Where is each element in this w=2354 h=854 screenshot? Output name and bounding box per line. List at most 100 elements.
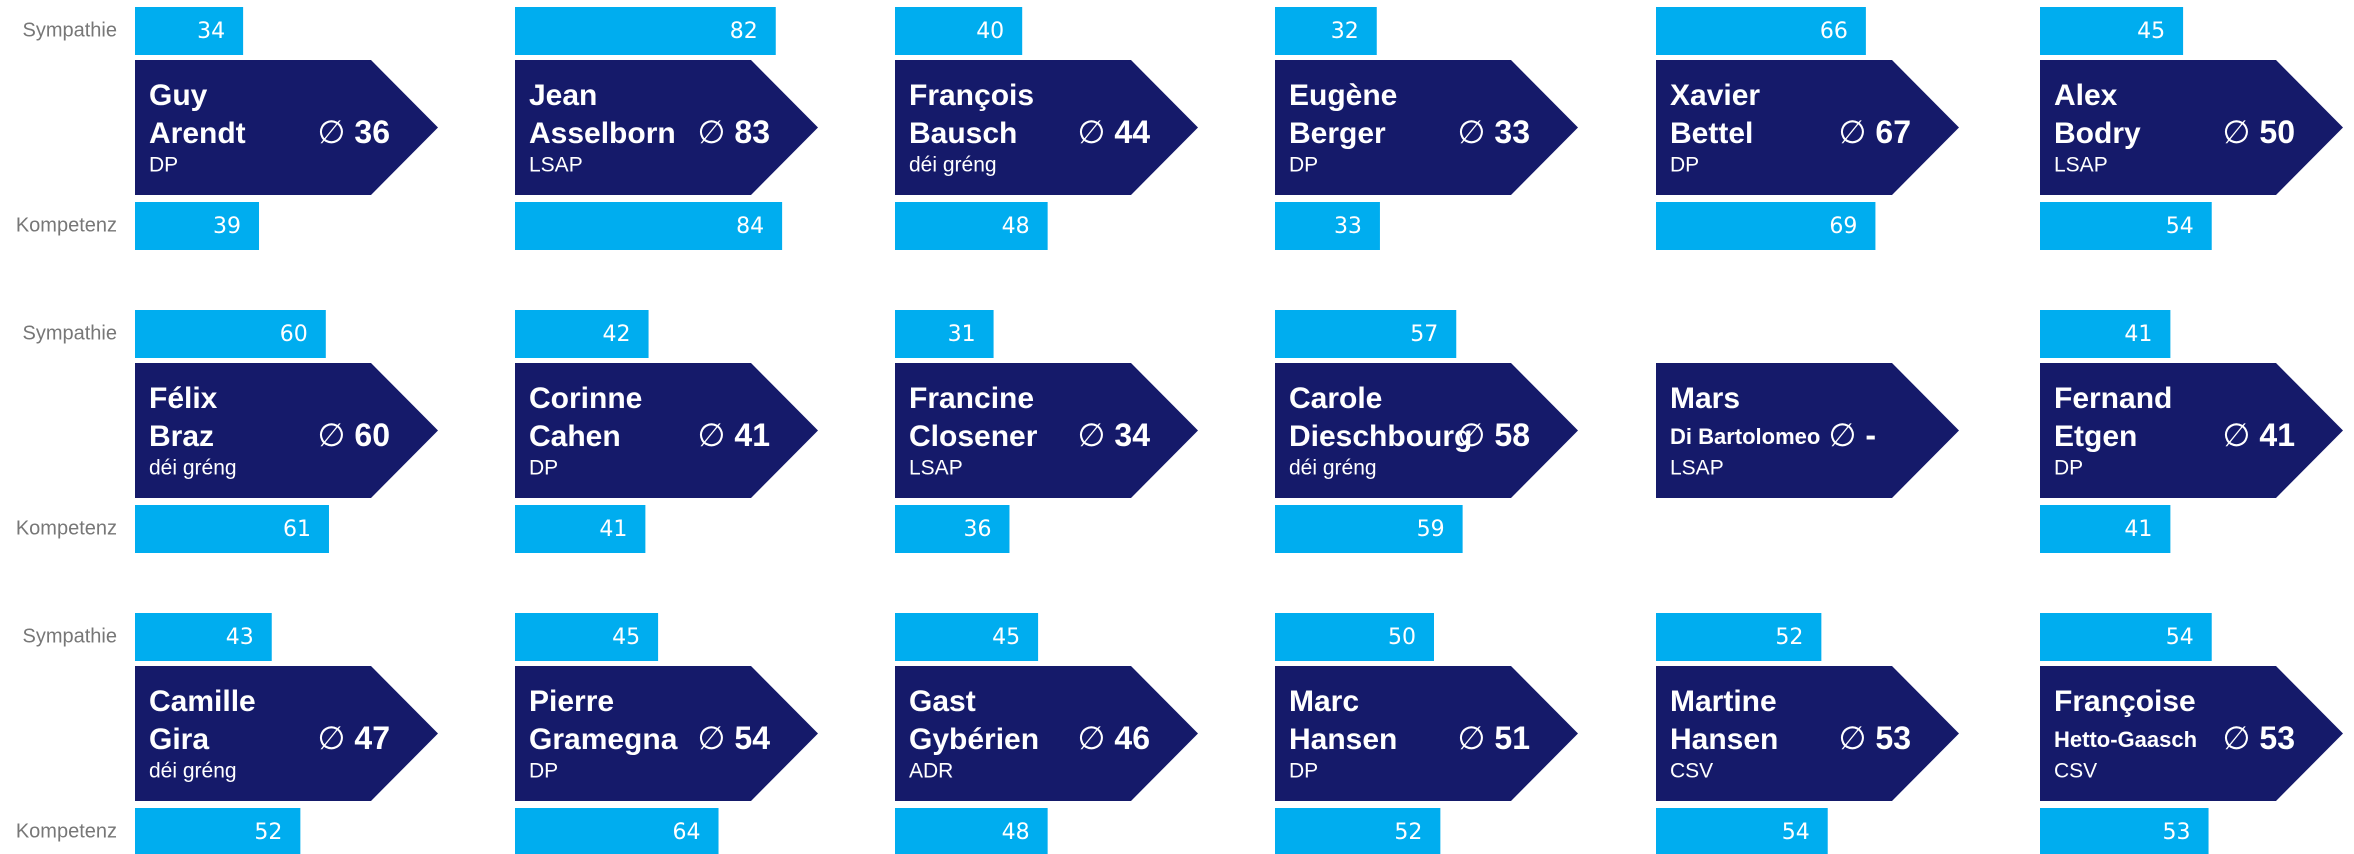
party: CSV bbox=[2054, 760, 2097, 783]
party: ADR bbox=[909, 760, 953, 783]
first-name: Françoise bbox=[2054, 685, 2196, 718]
average: ∅ - bbox=[1828, 417, 1876, 453]
average-value: 41 bbox=[734, 417, 770, 453]
party: déi gréng bbox=[149, 457, 237, 480]
score-label: 45 bbox=[992, 625, 1020, 650]
score-label: 52 bbox=[1394, 820, 1422, 845]
party: déi gréng bbox=[1289, 457, 1377, 480]
party: LSAP bbox=[909, 457, 963, 480]
row-label: Sympathie bbox=[23, 625, 118, 647]
average-symbol: ∅ bbox=[698, 417, 726, 453]
card-arrow bbox=[895, 363, 1198, 498]
average-value: 83 bbox=[734, 114, 770, 150]
score-bar bbox=[135, 202, 260, 250]
score-bar bbox=[895, 7, 1023, 55]
score-label: 41 bbox=[2124, 517, 2152, 542]
score-label: 52 bbox=[254, 820, 282, 845]
card-arrow bbox=[1275, 666, 1578, 801]
party: DP bbox=[1289, 154, 1318, 177]
average: ∅ 53 bbox=[2223, 720, 2295, 756]
score-label: 48 bbox=[1002, 820, 1030, 845]
average: ∅ 58 bbox=[1458, 417, 1530, 453]
average-symbol: ∅ bbox=[1828, 417, 1856, 453]
average-value: 67 bbox=[1875, 114, 1911, 150]
average: ∅ 53 bbox=[1839, 720, 1911, 756]
score-label: 40 bbox=[976, 19, 1004, 44]
average-value: 44 bbox=[1114, 114, 1150, 150]
party: DP bbox=[1289, 760, 1318, 783]
first-name: Marc bbox=[1289, 685, 1359, 718]
score-bar bbox=[515, 310, 649, 358]
last-name: Cahen bbox=[529, 420, 621, 453]
last-name: Arendt bbox=[149, 117, 246, 150]
average-symbol: ∅ bbox=[1458, 417, 1486, 453]
row-label: Kompetenz bbox=[16, 820, 117, 842]
average-value: 47 bbox=[354, 720, 390, 756]
average: ∅ 33 bbox=[1458, 114, 1530, 150]
average: ∅ 83 bbox=[698, 114, 770, 150]
average-value: - bbox=[1865, 417, 1876, 453]
first-name: Eugène bbox=[1289, 79, 1397, 112]
last-name: Di Bartolomeo bbox=[1670, 424, 1820, 449]
score-label: 54 bbox=[2166, 625, 2194, 650]
card-arrow bbox=[1656, 666, 1959, 801]
score-bar bbox=[1275, 202, 1380, 250]
card-arrow bbox=[895, 666, 1198, 801]
card-arrow bbox=[135, 363, 438, 498]
score-bar bbox=[1656, 808, 1828, 854]
average: ∅ 47 bbox=[318, 720, 390, 756]
card-arrow bbox=[515, 60, 818, 195]
average: ∅ 54 bbox=[698, 720, 771, 756]
score-label: 84 bbox=[736, 214, 764, 239]
score-label: 66 bbox=[1820, 19, 1848, 44]
average: ∅ 44 bbox=[1078, 114, 1151, 150]
score-label: 32 bbox=[1331, 19, 1359, 44]
score-label: 41 bbox=[599, 517, 627, 542]
first-name: Carole bbox=[1289, 382, 1382, 415]
card-arrow bbox=[1656, 363, 1959, 498]
average-value: 36 bbox=[354, 114, 390, 150]
score-bar bbox=[515, 7, 776, 55]
score-bar bbox=[515, 505, 646, 553]
score-label: 61 bbox=[283, 517, 311, 542]
last-name: Hetto-Gaasch bbox=[2054, 727, 2197, 752]
average-symbol: ∅ bbox=[1078, 114, 1106, 150]
score-label: 48 bbox=[1002, 214, 1030, 239]
row-label: Kompetenz bbox=[16, 517, 117, 539]
last-name: Asselborn bbox=[529, 117, 676, 150]
average-value: 33 bbox=[1494, 114, 1530, 150]
last-name: Bodry bbox=[2054, 117, 2141, 150]
card-arrow bbox=[515, 363, 818, 498]
score-label: 69 bbox=[1829, 214, 1857, 239]
score-bar bbox=[1656, 7, 1866, 55]
first-name: Francine bbox=[909, 382, 1034, 415]
score-bar bbox=[2040, 808, 2209, 854]
score-label: 54 bbox=[2166, 214, 2194, 239]
row-label: Kompetenz bbox=[16, 214, 117, 236]
average-symbol: ∅ bbox=[2223, 417, 2251, 453]
average-symbol: ∅ bbox=[2223, 720, 2251, 756]
card-arrow bbox=[515, 666, 818, 801]
score-label: 60 bbox=[280, 322, 308, 347]
average-value: 53 bbox=[2259, 720, 2295, 756]
first-name: Fernand bbox=[2054, 382, 2172, 415]
score-label: 54 bbox=[1782, 820, 1810, 845]
score-bar bbox=[1275, 808, 1441, 854]
score-bar bbox=[515, 202, 783, 250]
score-bar bbox=[135, 808, 301, 854]
first-name: François bbox=[909, 79, 1034, 112]
average-symbol: ∅ bbox=[1458, 114, 1486, 150]
card-arrow bbox=[2040, 60, 2343, 195]
score-bar bbox=[1656, 613, 1822, 661]
first-name: Gast bbox=[909, 685, 976, 718]
score-bar bbox=[2040, 202, 2212, 250]
average-value: 51 bbox=[1494, 720, 1530, 756]
last-name: Bausch bbox=[909, 117, 1017, 150]
average-symbol: ∅ bbox=[1078, 417, 1106, 453]
score-bar bbox=[135, 505, 329, 553]
score-bar bbox=[135, 310, 326, 358]
average-symbol: ∅ bbox=[698, 114, 726, 150]
average: ∅ 41 bbox=[698, 417, 770, 453]
first-name: Jean bbox=[529, 79, 597, 112]
party: DP bbox=[2054, 457, 2083, 480]
